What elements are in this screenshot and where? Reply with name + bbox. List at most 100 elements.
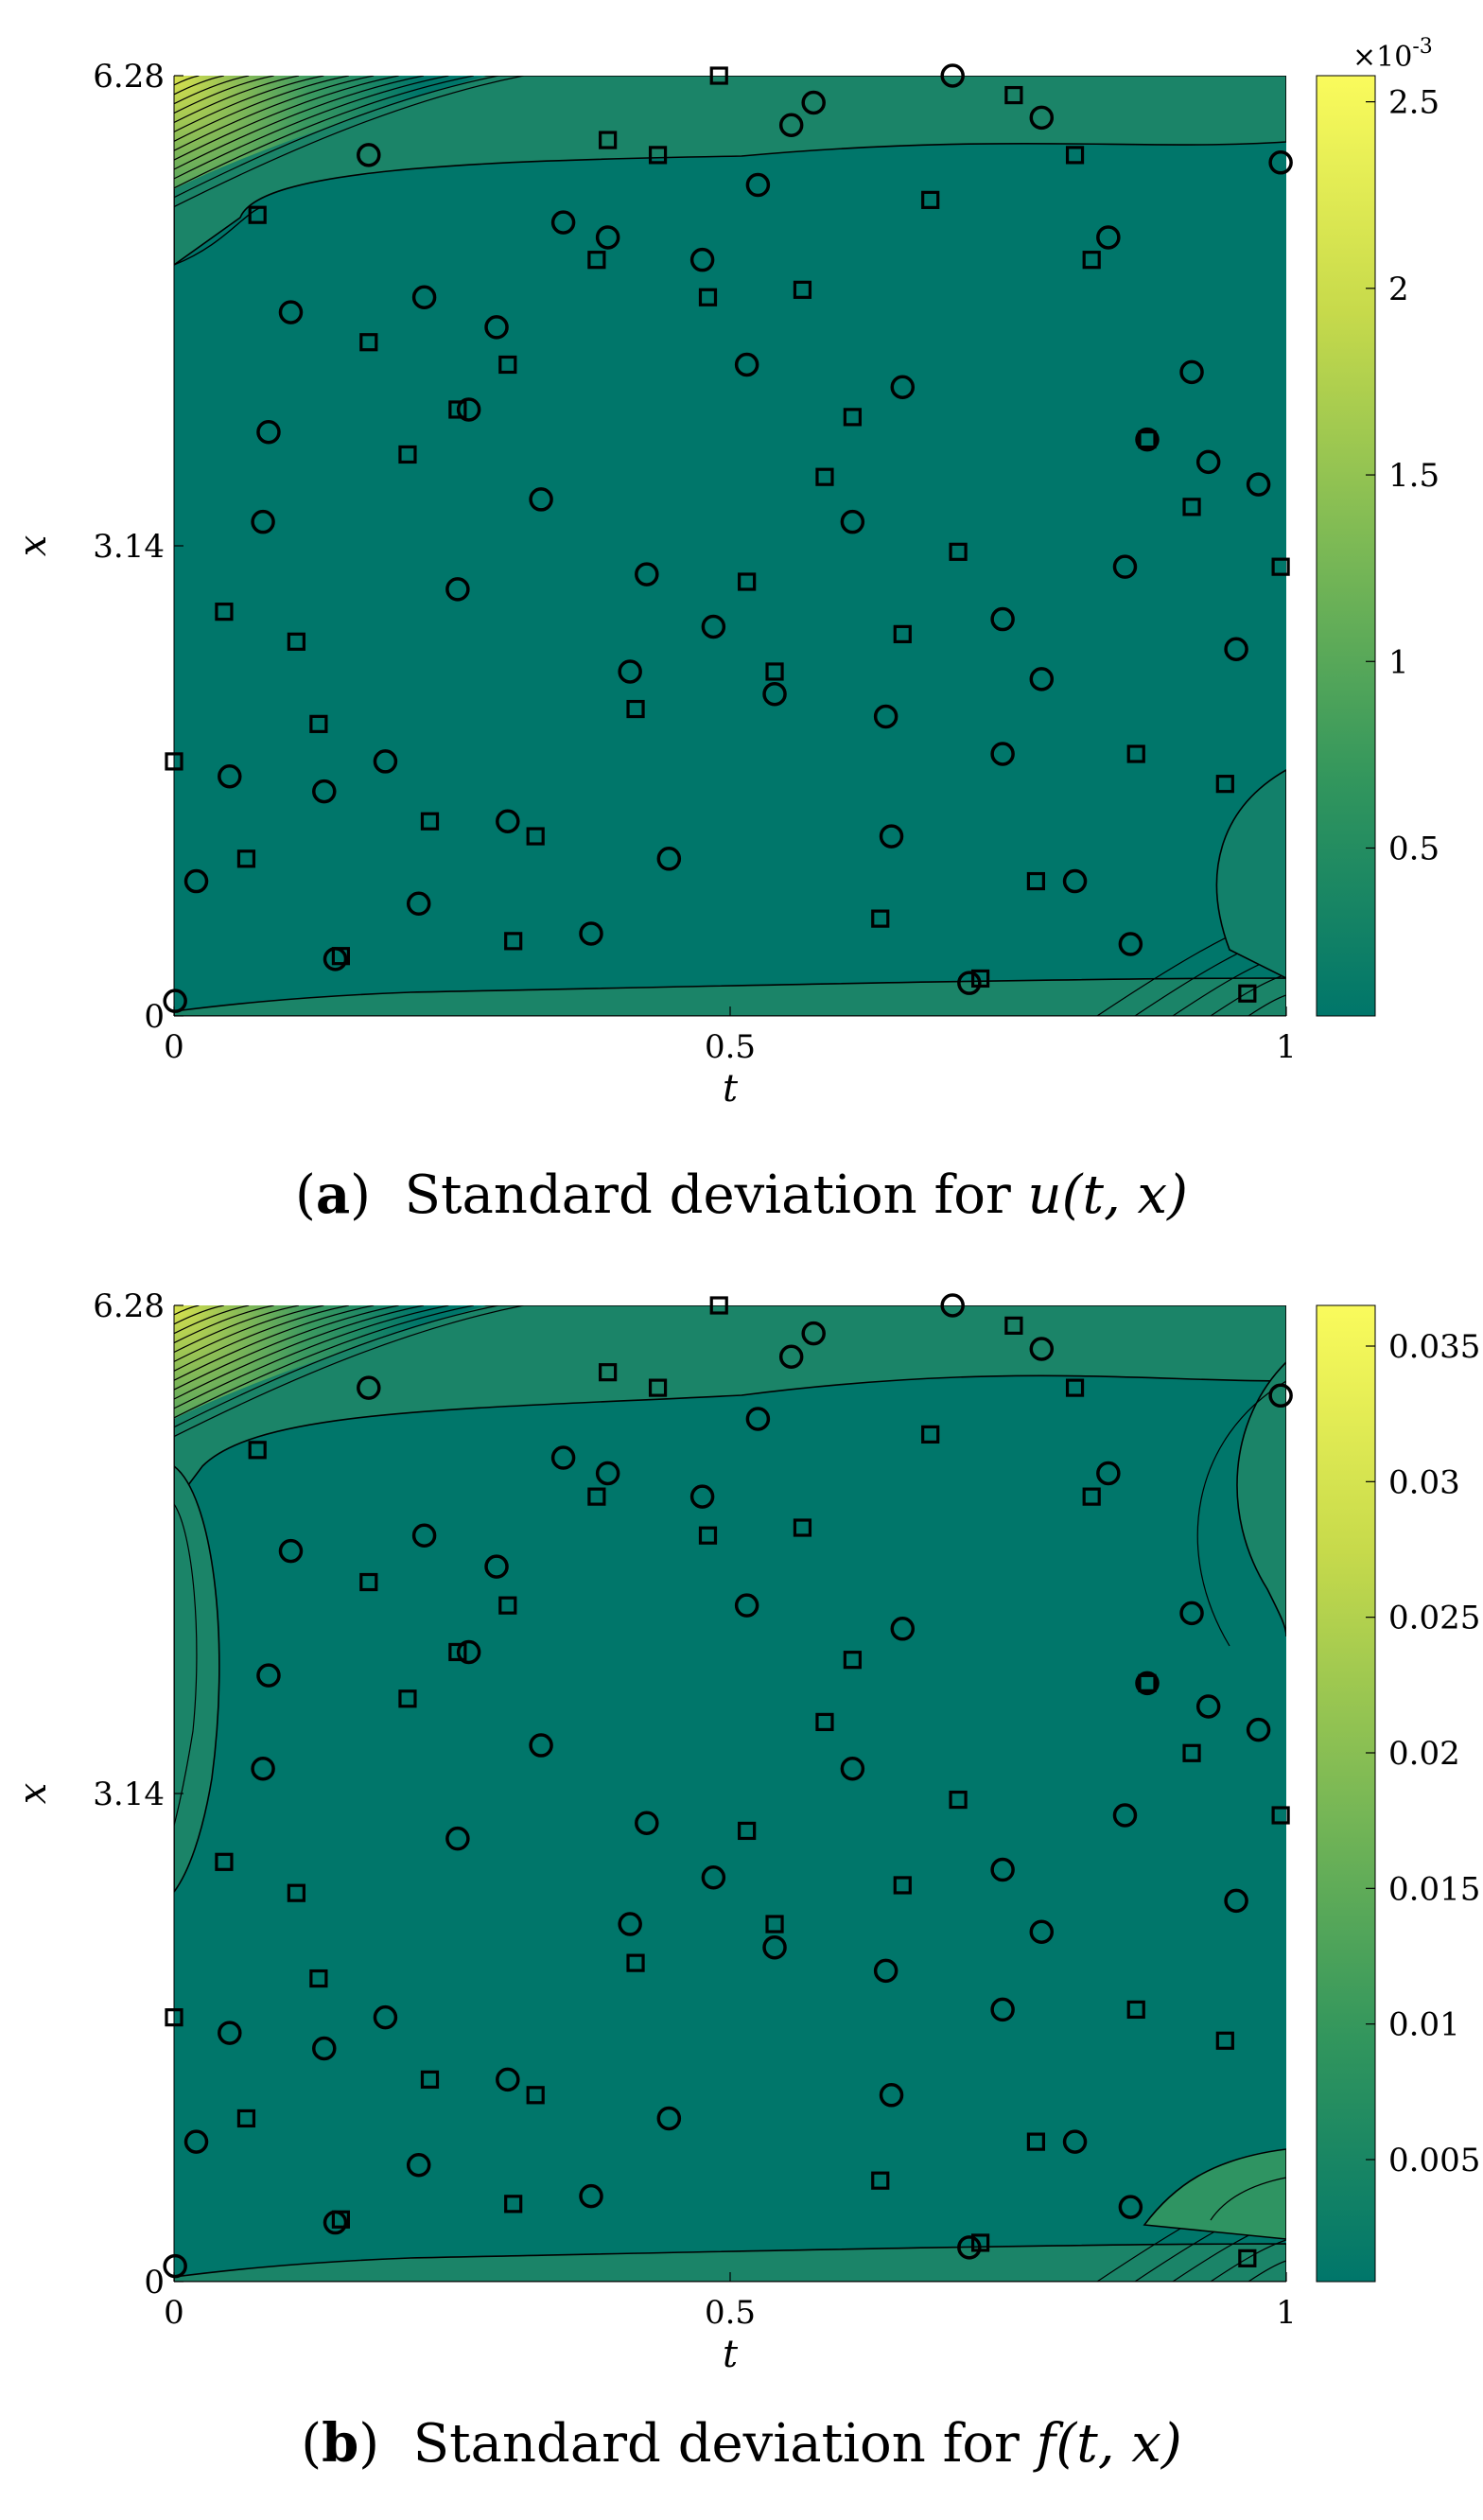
marker-square bbox=[970, 2233, 990, 2252]
marker-circle bbox=[734, 1593, 759, 1618]
marker-square bbox=[420, 2070, 440, 2089]
marker-circle bbox=[1112, 1803, 1138, 1828]
marker-circle bbox=[218, 2021, 242, 2045]
colorbar-tick-label: 0.01 bbox=[1388, 2006, 1460, 2044]
marker-circle bbox=[762, 681, 787, 707]
marker-square bbox=[504, 932, 523, 951]
contour-line-br bbox=[1247, 2260, 1286, 2282]
marker-circle bbox=[1062, 868, 1088, 894]
marker-square bbox=[448, 1642, 467, 1662]
contour-bottom-band bbox=[174, 977, 1286, 1016]
contour-line-corner bbox=[174, 76, 224, 96]
marker-square bbox=[843, 1651, 862, 1670]
contour-line-corner bbox=[174, 1305, 425, 1400]
marker-square bbox=[698, 288, 718, 306]
contour-line-br-inner bbox=[1210, 2177, 1286, 2221]
marker-square bbox=[738, 572, 757, 591]
marker-circle bbox=[1246, 1717, 1271, 1742]
contour-line-corner bbox=[174, 1305, 324, 1362]
x-axis-label: t bbox=[723, 2333, 739, 2376]
contour-line-corner bbox=[174, 76, 425, 170]
marker-square bbox=[626, 699, 645, 719]
marker-square bbox=[1271, 1806, 1290, 1825]
contour-right-lobe bbox=[1236, 1360, 1286, 1637]
marker-square bbox=[331, 947, 350, 966]
marker-circle bbox=[873, 704, 899, 729]
panel-a: 0 0.5 1 0 3.14 6.28 t x 0.5 1 1.5 2 2.5 ×10-3 (a) Sta… bbox=[11, 35, 1439, 1226]
marker-square bbox=[765, 1915, 784, 1934]
marker-circle bbox=[1224, 637, 1248, 661]
colorbar-tick-label: 0.015 bbox=[1388, 1870, 1480, 1908]
marker-square bbox=[287, 1883, 305, 1902]
marker-circle bbox=[778, 113, 804, 137]
contour-plot-f: 0 0.5 1 0 3.14 6.28 t x 0.005 0.01 0.015 0.02 0.025 0… bbox=[11, 1287, 1480, 2376]
contour-line-corner bbox=[174, 1305, 274, 1344]
contour-line-corner bbox=[174, 1305, 224, 1325]
marker-circle bbox=[579, 2183, 603, 2209]
marker-square bbox=[448, 400, 467, 419]
colorbar bbox=[1316, 75, 1376, 1017]
contour-line-corner bbox=[174, 1305, 250, 1335]
marker-circle bbox=[1268, 150, 1293, 175]
contour-line-corner bbox=[174, 76, 524, 208]
marker-square bbox=[698, 1526, 718, 1545]
y-tick-label: 0 bbox=[144, 998, 165, 1036]
x-tick-label: 1 bbox=[1276, 1028, 1297, 1066]
marker-circle bbox=[312, 2036, 337, 2061]
contour-line-corner bbox=[174, 76, 499, 199]
marker-circle bbox=[990, 1857, 1015, 1882]
marker-square bbox=[1065, 1378, 1085, 1397]
marker-square bbox=[398, 445, 417, 464]
marker-circle bbox=[840, 509, 865, 534]
marker-square bbox=[1138, 1673, 1157, 1692]
marker-circle bbox=[456, 397, 481, 422]
marker-circle bbox=[496, 2067, 520, 2092]
marker-square bbox=[949, 1790, 968, 1810]
marker-circle bbox=[1268, 1383, 1293, 1409]
marker-square bbox=[871, 909, 890, 928]
marker-circle bbox=[1135, 427, 1160, 452]
plot-area bbox=[174, 1305, 1286, 2282]
marker-square bbox=[1182, 1743, 1201, 1762]
y-axis-label: x bbox=[11, 1783, 55, 1805]
y-axis-label: x bbox=[11, 535, 55, 557]
marker-circle bbox=[778, 1344, 804, 1369]
contour-line-br bbox=[1247, 994, 1286, 1016]
marker-circle bbox=[840, 1756, 865, 1781]
marker-circle bbox=[745, 1407, 771, 1431]
marker-circle bbox=[163, 989, 187, 1013]
marker-circle bbox=[595, 225, 620, 250]
colorbar-exponent-power: -3 bbox=[1412, 35, 1432, 59]
marker-circle bbox=[701, 614, 726, 639]
contour-line-br bbox=[1210, 973, 1286, 1016]
marker-square bbox=[1026, 871, 1046, 891]
y-tick-label: 0 bbox=[144, 2264, 165, 2301]
x-tick-label: 0.5 bbox=[705, 2294, 756, 2332]
contour-line-corner bbox=[174, 1305, 375, 1381]
marker-square bbox=[1004, 85, 1023, 105]
marker-square bbox=[921, 1425, 940, 1444]
marker-square bbox=[815, 1712, 834, 1732]
contour-line-corner bbox=[174, 76, 200, 86]
y-tick-label: 3.14 bbox=[93, 1776, 165, 1813]
marker-square bbox=[1238, 2249, 1257, 2267]
marker-square bbox=[287, 632, 305, 651]
caption-b: (b) Standard deviation for f(t, x) bbox=[301, 2412, 1182, 2475]
marker-circle bbox=[256, 419, 281, 445]
marker-square bbox=[359, 333, 378, 352]
y-tick-label: 6.28 bbox=[93, 58, 165, 96]
contour-hot-corner bbox=[174, 76, 486, 189]
colorbar-tick-label: 0.02 bbox=[1388, 1735, 1460, 1773]
marker-square bbox=[709, 1296, 728, 1315]
marker-circle bbox=[1179, 1601, 1204, 1626]
marker-circle bbox=[990, 742, 1015, 766]
marker-circle bbox=[762, 1934, 787, 1960]
marker-square bbox=[893, 1876, 912, 1895]
marker-circle bbox=[879, 824, 904, 849]
colorbar-tick-label: 1.5 bbox=[1388, 457, 1439, 495]
marker-square bbox=[921, 190, 940, 209]
marker-square bbox=[248, 1441, 267, 1460]
marker-circle bbox=[256, 1663, 281, 1688]
marker-circle bbox=[1096, 1461, 1121, 1486]
contour-line-left bbox=[174, 207, 260, 266]
